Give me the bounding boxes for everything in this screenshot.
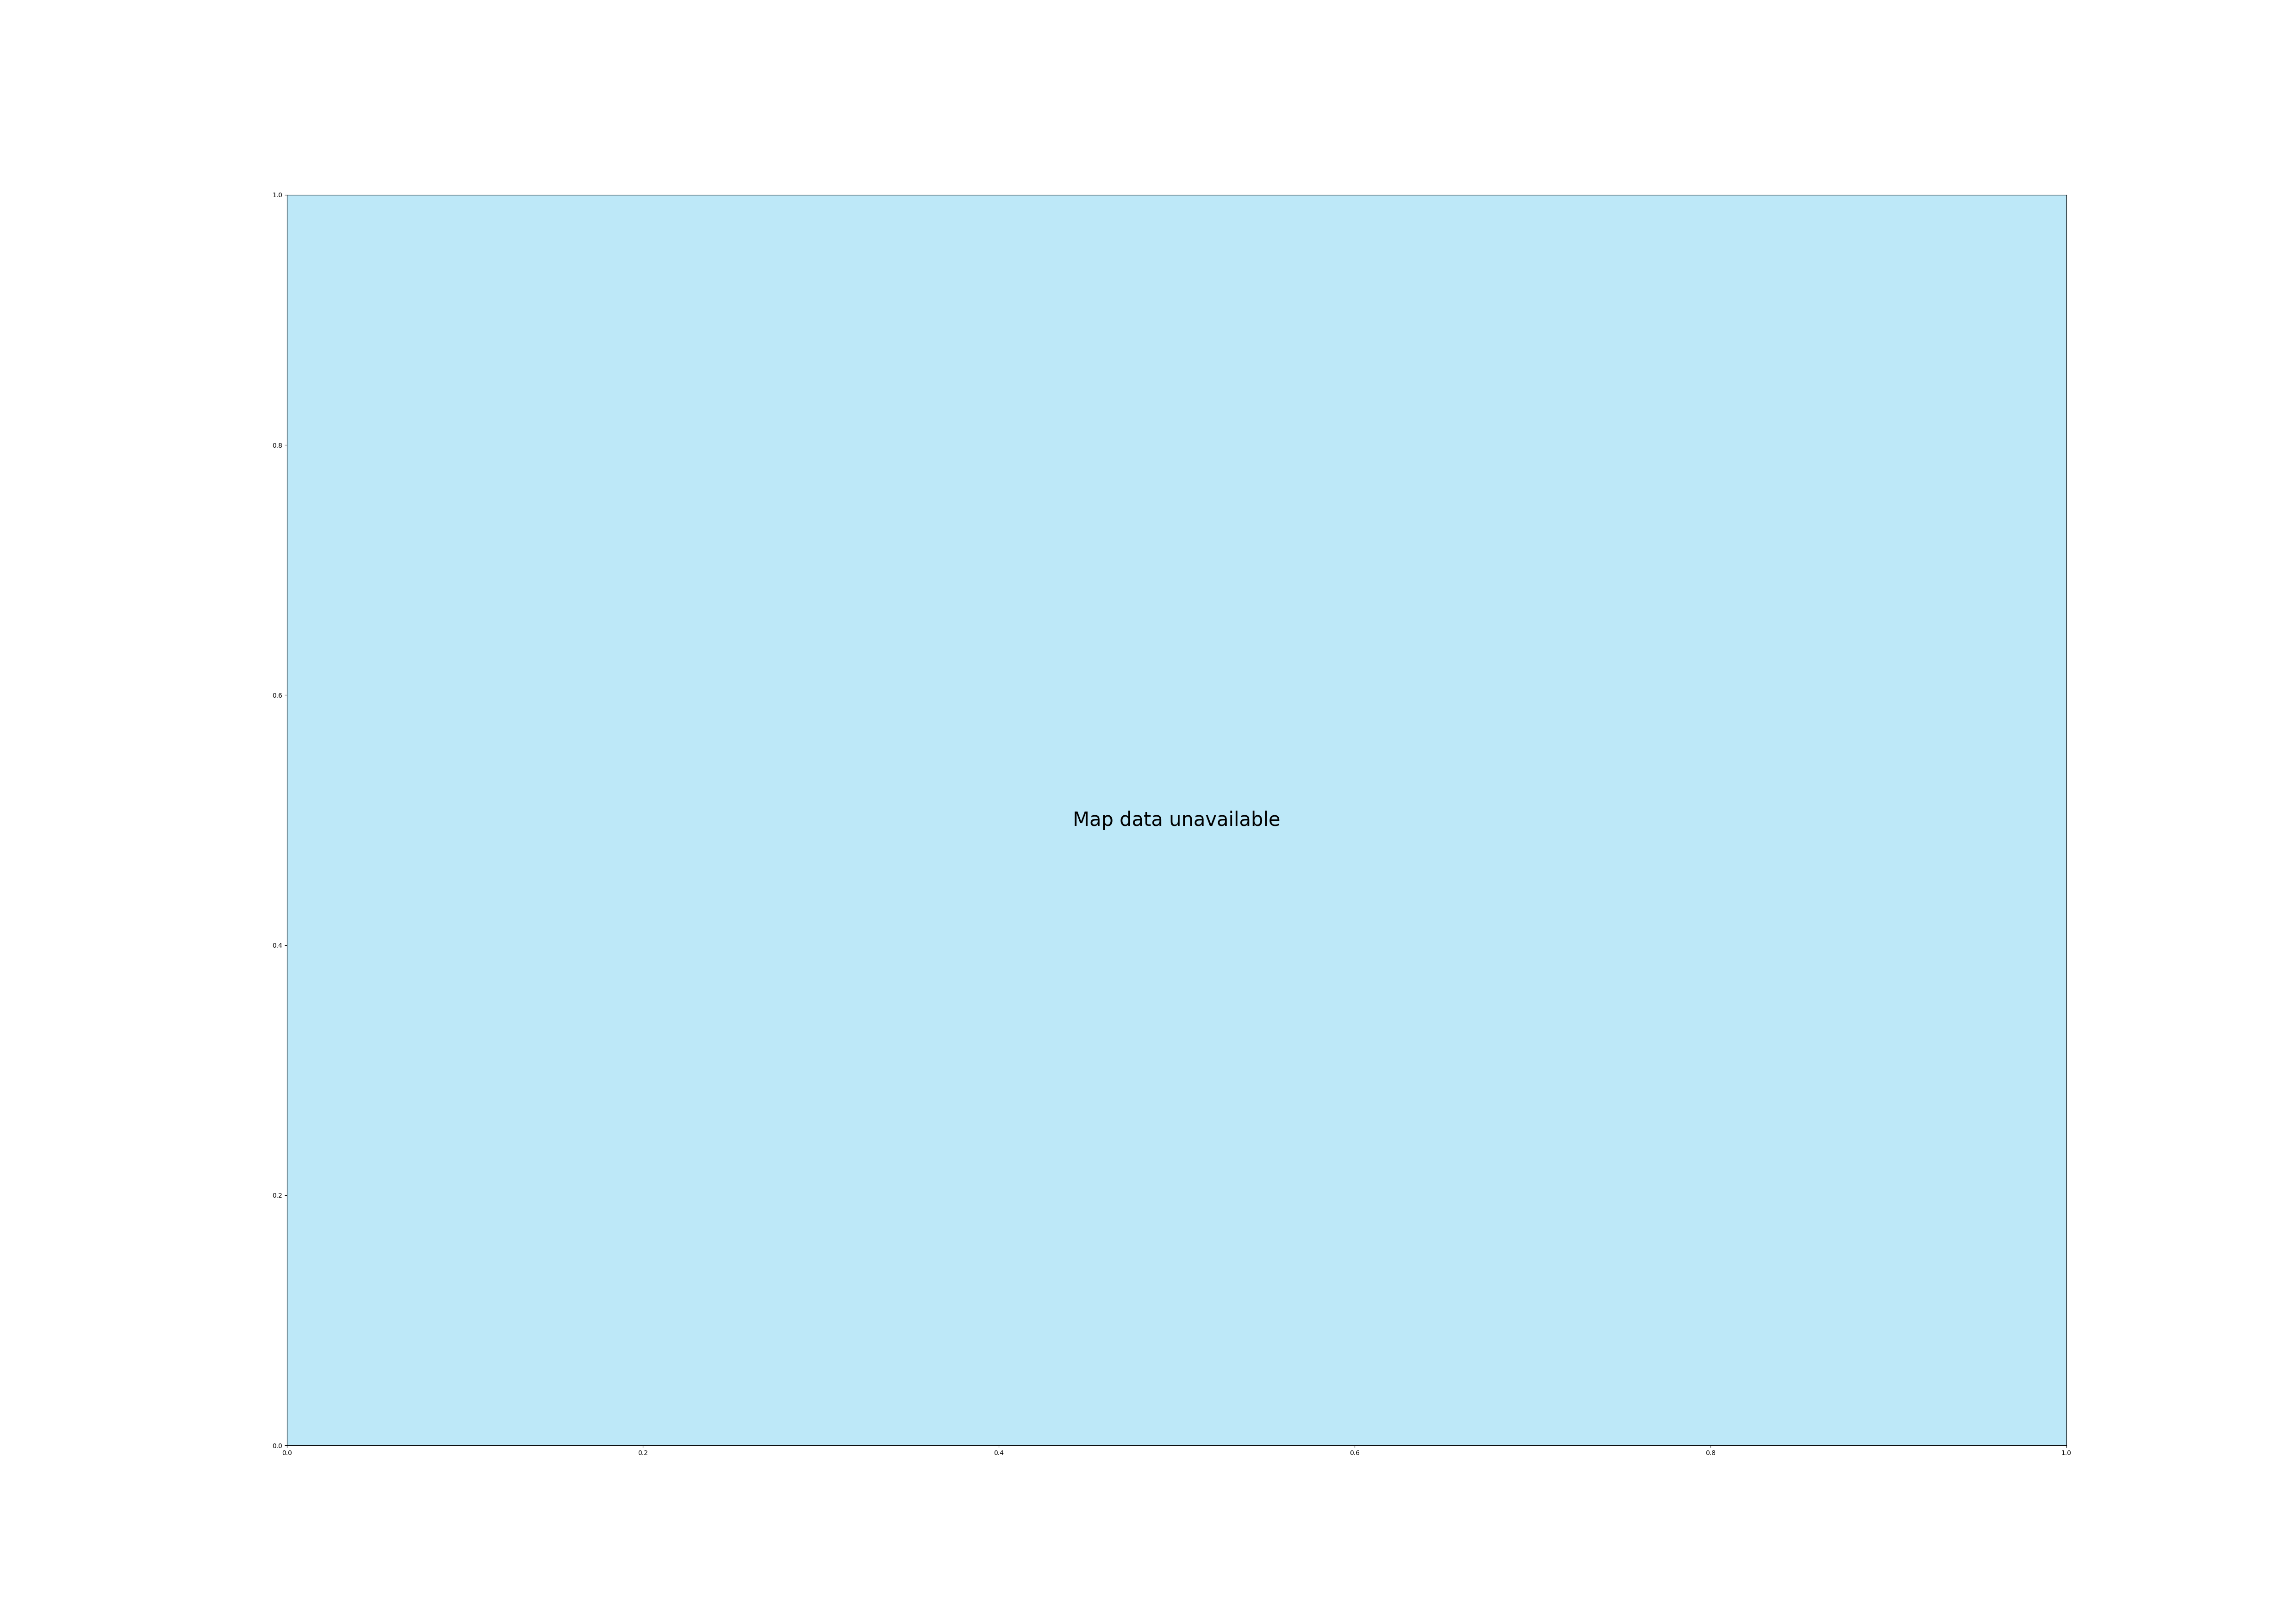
Text: Map data unavailable: Map data unavailable — [1072, 810, 1281, 830]
